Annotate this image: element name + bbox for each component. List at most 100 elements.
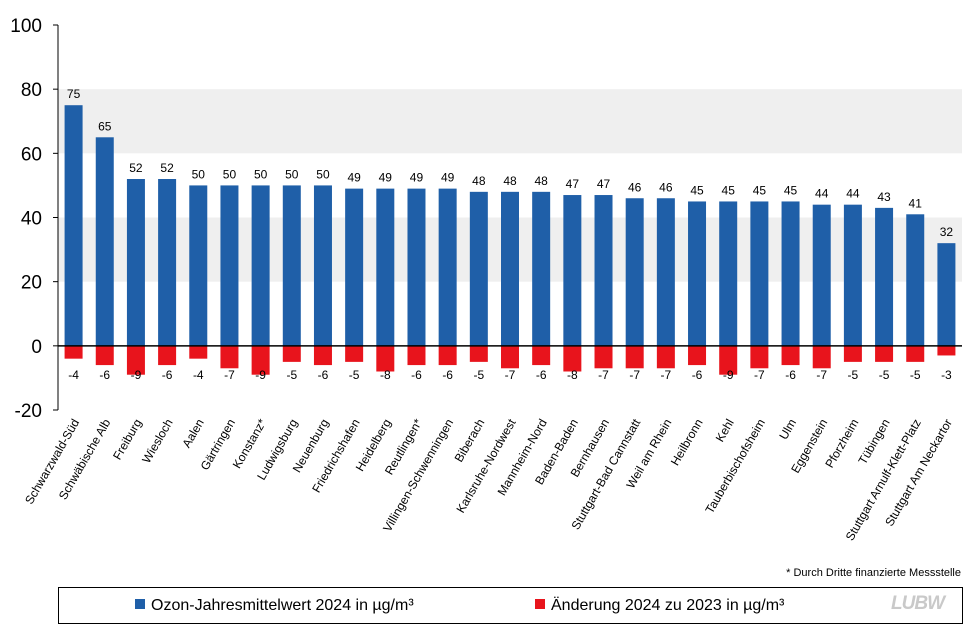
data-label-change: -6 — [785, 368, 796, 382]
bar-change — [126, 345, 145, 375]
data-label-ozone: 47 — [597, 177, 611, 191]
bar-change — [220, 345, 239, 369]
data-label-ozone: 32 — [940, 225, 954, 239]
bar-change — [563, 345, 582, 372]
bar-change — [407, 345, 426, 366]
data-label-change: -7 — [598, 368, 609, 382]
data-label-change: -5 — [473, 368, 484, 382]
bar-ozone — [501, 191, 519, 346]
data-label-ozone: 46 — [659, 180, 673, 194]
data-label-change: -8 — [380, 368, 391, 382]
data-label-change: -7 — [629, 368, 640, 382]
bar-change — [501, 345, 519, 369]
bar-chart: 100 80 60 40 20 0 -20 75 -4 65 -6 52 -9 52 -6 50 -4 50 -7… — [10, 16, 962, 543]
data-label-ozone: 44 — [815, 187, 829, 201]
data-label-change: -6 — [442, 368, 453, 382]
bar-change — [594, 345, 613, 369]
bar-change — [313, 345, 332, 366]
bar-ozone — [532, 191, 551, 346]
lubw-logo: LUBW — [891, 593, 945, 614]
bar-ozone — [875, 207, 894, 346]
bar-change — [937, 345, 956, 356]
legend-swatch-ozone — [135, 599, 145, 609]
legend-item-change: Änderung 2024 zu 2023 in µg/m³ — [535, 597, 784, 615]
data-label-change: -9 — [723, 368, 734, 382]
data-label-ozone: 48 — [534, 174, 548, 188]
data-label-ozone: 45 — [690, 183, 704, 197]
data-label-ozone: 49 — [410, 171, 424, 185]
bar-change — [469, 345, 488, 362]
bar-change — [843, 345, 862, 362]
y-tick-label: 80 — [21, 80, 42, 101]
bar-change — [688, 345, 707, 366]
bar-change — [812, 345, 831, 369]
bar-ozone — [313, 185, 332, 346]
bar-ozone — [407, 188, 426, 346]
bar-change — [532, 345, 551, 366]
data-label-change: -9 — [131, 368, 142, 382]
bar-change — [282, 345, 301, 362]
grid-band — [58, 89, 962, 154]
data-label-ozone: 52 — [160, 161, 174, 175]
category-label: Ulm — [776, 416, 799, 441]
bar-ozone — [625, 198, 644, 346]
data-label-change: -6 — [99, 368, 110, 382]
y-tick-label: 20 — [21, 273, 42, 294]
data-label-change: -9 — [255, 368, 266, 382]
data-label-ozone: 65 — [98, 119, 112, 133]
data-label-ozone: 50 — [254, 167, 268, 181]
bar-ozone — [812, 204, 831, 346]
data-label-ozone: 47 — [566, 177, 580, 191]
data-label-ozone: 45 — [722, 183, 736, 197]
data-label-ozone: 46 — [628, 180, 642, 194]
bar-ozone — [750, 201, 769, 346]
bar-ozone — [220, 185, 239, 346]
bar-change — [750, 345, 769, 369]
bar-change — [376, 345, 395, 372]
data-label-change: -6 — [318, 368, 329, 382]
y-tick-label: 100 — [10, 16, 42, 37]
data-label-ozone: 49 — [347, 171, 361, 185]
data-label-ozone: 45 — [784, 183, 798, 197]
data-label-change: -6 — [411, 368, 422, 382]
data-label-ozone: 50 — [192, 167, 206, 181]
data-label-ozone: 48 — [472, 174, 486, 188]
data-label-ozone: 50 — [316, 167, 330, 181]
data-label-change: -8 — [567, 368, 578, 382]
bar-change — [64, 345, 83, 359]
bar-change — [719, 345, 738, 375]
data-label-ozone: 44 — [846, 187, 860, 201]
bar-change — [875, 345, 894, 362]
data-label-ozone: 41 — [909, 196, 923, 210]
category-label: Kehl — [713, 417, 737, 445]
bar-ozone — [158, 179, 177, 346]
bar-ozone — [906, 214, 925, 346]
data-labels: 75 -4 65 -6 52 -9 52 -6 50 -4 50 -7 50 -9 50 -5 50 -6 49 -5… — [67, 87, 954, 382]
bar-ozone — [345, 188, 364, 346]
legend-item-ozone: Ozon-Jahresmittelwert 2024 in µg/m³ — [135, 597, 414, 615]
bar-ozone — [251, 185, 270, 346]
data-label-change: -4 — [193, 368, 204, 382]
legend-label-change: Änderung 2024 zu 2023 in µg/m³ — [551, 597, 785, 614]
data-label-ozone: 49 — [441, 171, 455, 185]
bar-ozone — [64, 105, 83, 346]
data-label-ozone: 75 — [67, 87, 81, 101]
data-label-change: -5 — [879, 368, 890, 382]
bar-ozone — [843, 204, 862, 346]
footnote: * Durch Dritte finanzierte Messstelle — [786, 567, 961, 579]
bar-change — [189, 345, 208, 359]
bar-ozone — [781, 201, 800, 346]
data-label-ozone: 49 — [379, 171, 393, 185]
category-label: Aalen — [179, 417, 206, 451]
bars — [64, 105, 956, 375]
data-label-change: -5 — [910, 368, 921, 382]
y-tick-label: -20 — [15, 401, 42, 422]
bar-ozone — [719, 201, 738, 346]
legend-swatch-change — [535, 599, 545, 609]
bar-ozone — [656, 198, 675, 346]
bar-change — [906, 345, 925, 362]
data-label-change: -6 — [162, 368, 173, 382]
bar-change — [781, 345, 800, 366]
data-label-change: -6 — [692, 368, 703, 382]
data-label-change: -7 — [505, 368, 516, 382]
